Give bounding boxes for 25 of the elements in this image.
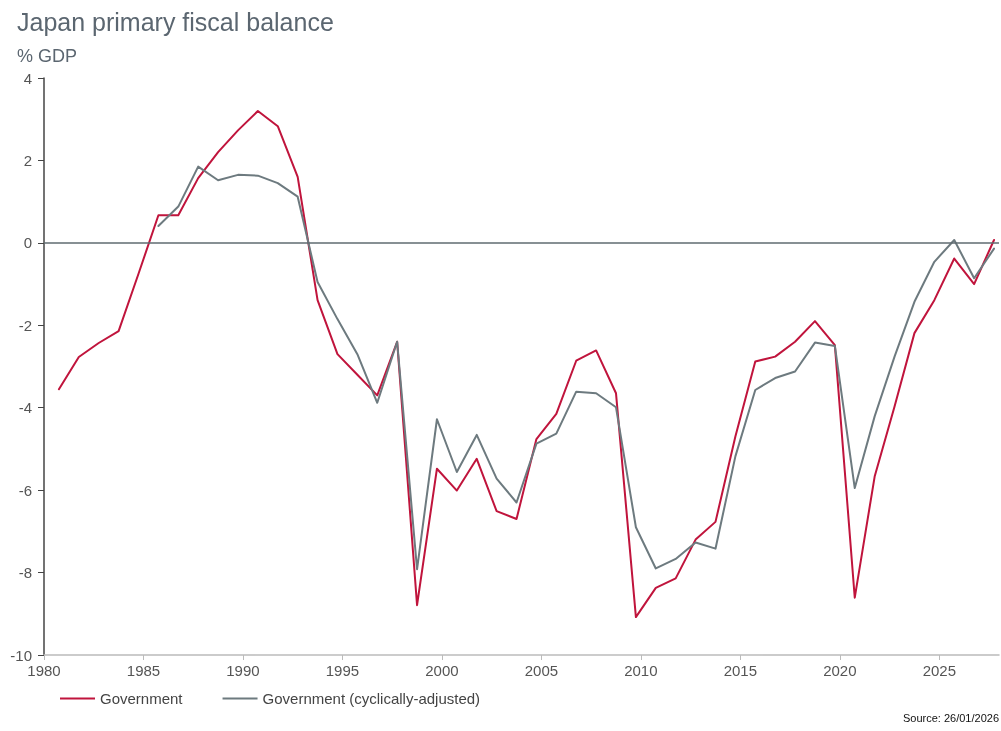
- x-tick-label: 1995: [325, 662, 360, 679]
- line-series: [57, 109, 996, 619]
- source-note: Source: 26/01/2026: [902, 711, 1000, 724]
- x-tick-label: 2005: [524, 662, 559, 679]
- chart-subtitle: % GDP: [17, 46, 78, 66]
- x-tick-label: 1985: [126, 662, 161, 679]
- y-tick-label: 0: [23, 234, 32, 252]
- legend-label: Government: [100, 690, 184, 707]
- y-tick-label: -10: [10, 646, 32, 664]
- chart-title: Japan primary fiscal balance: [17, 7, 334, 36]
- y-tick-label: 4: [23, 69, 32, 87]
- x-tick-label: 2010: [624, 662, 658, 679]
- x-tick-label: 1980: [27, 662, 61, 679]
- x-tick-label: 2015: [723, 662, 758, 679]
- y-tick-label: -6: [18, 481, 32, 499]
- y-tick-label: -2: [18, 316, 32, 334]
- legend-label: Government (cyclically-adjusted): [262, 690, 481, 707]
- x-tick-label: 2000: [425, 662, 459, 679]
- y-tick-label: 2: [23, 151, 32, 169]
- x-tick-label: 2025: [922, 662, 956, 679]
- x-tick-label: 1990: [226, 662, 260, 679]
- line-series: [157, 165, 996, 571]
- x-tick-label: 2020: [823, 662, 857, 679]
- y-tick-label: -8: [18, 564, 32, 582]
- y-tick-label: -4: [18, 399, 32, 417]
